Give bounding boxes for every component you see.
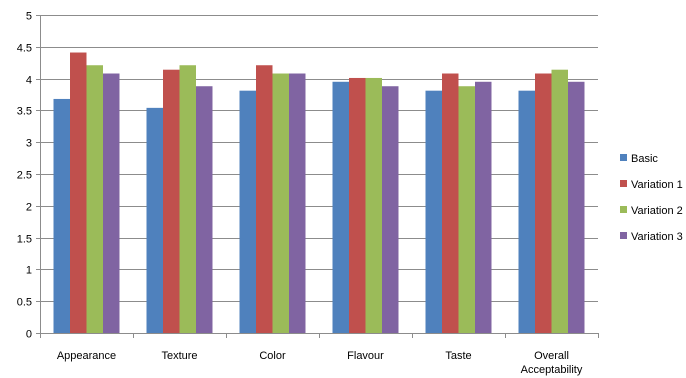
bar-variation-1 (349, 77, 366, 334)
bar-variation-3 (475, 81, 492, 333)
bar-basic (518, 90, 535, 334)
legend-swatch (620, 232, 627, 239)
bar-basic (332, 81, 349, 333)
y-tick-label: 1 (26, 265, 32, 277)
bar-variation-2 (458, 86, 475, 333)
bar-variation-1 (442, 73, 459, 333)
axes (36, 15, 599, 338)
y-tick-label: 3 (26, 138, 32, 150)
bar-variation-2 (272, 73, 289, 333)
x-tick-label: Flavour (347, 350, 384, 362)
tick-labels: 0 0.5 1 1.5 2 2.5 3 3.5 4 4.5 5 Appearance Texture Co… (17, 11, 583, 377)
x-tick-label: Color (259, 350, 286, 362)
legend-swatch (620, 206, 627, 213)
legend-swatch (620, 154, 627, 161)
y-tick-label: 0.5 (17, 297, 32, 309)
bar-variation-3 (103, 73, 120, 333)
bar-variation-3 (568, 81, 585, 333)
bar-variation-3 (289, 73, 306, 333)
legend-label: Variation 2 (631, 205, 683, 217)
y-tick-label: 0 (26, 329, 32, 341)
x-tick-label: Appearance (57, 350, 116, 362)
legend-swatch (620, 180, 627, 187)
y-tick-label: 4 (26, 75, 32, 87)
gridlines (40, 15, 598, 334)
y-tick-label: 3.5 (17, 106, 32, 118)
x-tick-label: Acceptability (521, 364, 583, 376)
bar-variation-1 (256, 65, 273, 334)
x-tick-label: Overall (534, 350, 569, 362)
y-tick-label: 2 (26, 202, 32, 214)
bar-variation-1 (163, 69, 180, 333)
bar-variation-2 (551, 69, 568, 333)
legend-label: Variation 3 (631, 231, 683, 243)
bar-variation-2 (365, 77, 382, 334)
y-tick-label: 2.5 (17, 170, 32, 182)
bar-variation-3 (196, 86, 213, 333)
y-tick-label: 5 (26, 11, 32, 23)
bar-variation-3 (382, 86, 399, 333)
bars (53, 52, 585, 334)
bar-basic (146, 107, 163, 333)
legend-label: Basic (631, 153, 658, 165)
bar-variation-1 (535, 73, 552, 333)
bar-basic (53, 98, 70, 333)
x-tick-label: Taste (445, 350, 471, 362)
legend: Basic Variation 1 Variation 2 Variation 3 (620, 153, 683, 243)
bar-variation-2 (86, 65, 103, 334)
y-tick-label: 4.5 (17, 43, 32, 55)
legend-label: Variation 1 (631, 179, 683, 191)
bar-variation-2 (179, 65, 196, 334)
bar-basic (425, 90, 442, 334)
y-tick-label: 1.5 (17, 234, 32, 246)
x-tick-label: Texture (161, 350, 197, 362)
bar-variation-1 (70, 52, 87, 334)
bar-basic (239, 90, 256, 334)
